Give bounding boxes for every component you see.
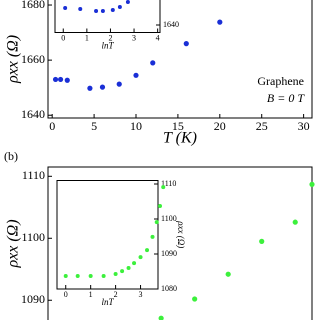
data-point — [150, 60, 156, 66]
y-tick-label: 1660 — [21, 52, 45, 66]
data-point — [75, 274, 80, 279]
data-point — [94, 9, 99, 14]
x-tick-label: 20 — [214, 119, 226, 133]
x-axis-label: lnT — [101, 297, 114, 307]
data-point — [157, 204, 162, 209]
data-point — [101, 274, 106, 279]
data-point — [259, 238, 265, 244]
x-tick-label: 0 — [64, 290, 68, 299]
data-point — [88, 274, 93, 279]
data-point — [52, 76, 59, 83]
data-point — [63, 6, 68, 11]
data-point — [132, 261, 137, 266]
y-tick-label: 1110 — [161, 179, 176, 188]
data-point — [87, 85, 93, 91]
y-axis-label: ρxx (Ω) — [176, 220, 186, 248]
data-point — [292, 219, 298, 225]
x-tick-label: 30 — [298, 119, 310, 133]
x-tick-label: 25 — [256, 119, 268, 133]
data-point — [120, 269, 125, 274]
data-point — [100, 9, 105, 14]
inset-frame — [54, 0, 161, 33]
x-tick-label: 15 — [172, 119, 184, 133]
data-point — [78, 6, 83, 11]
y-axis-label: ρxx (Ω) — [5, 219, 22, 268]
y-tick-label: 1100 — [161, 214, 177, 223]
x-tick-label: 5 — [91, 119, 97, 133]
data-point — [183, 41, 189, 47]
x-tick-label: 4 — [156, 33, 160, 42]
annotation: Graphene — [257, 74, 304, 88]
data-point — [145, 248, 150, 253]
data-point — [192, 296, 198, 302]
x-axis-label: T (K) — [163, 130, 197, 147]
y-tick-label: 1100 — [21, 230, 45, 244]
data-point — [150, 234, 155, 239]
x-tick-label: 3 — [132, 33, 136, 42]
inset-frame — [56, 180, 159, 290]
annotation: B = 0 T — [267, 91, 305, 105]
y-tick-label: 1640 — [163, 20, 179, 29]
x-tick-label: 1 — [85, 33, 89, 42]
data-point — [154, 220, 159, 225]
data-point — [309, 181, 315, 187]
data-point — [217, 19, 223, 25]
data-point — [117, 5, 122, 9]
y-tick-label: 1640 — [21, 107, 45, 121]
y-axis-label: ρxx (Ω) — [5, 35, 22, 84]
x-tick-label: 0 — [61, 33, 65, 42]
x-tick-label: 2 — [108, 33, 112, 42]
data-point — [113, 271, 118, 276]
x-tick-label: 1 — [89, 290, 93, 299]
y-tick-label: 1090 — [161, 249, 177, 258]
y-tick-label: 1680 — [21, 0, 45, 11]
y-tick-label: 1110 — [22, 168, 45, 182]
data-point — [161, 185, 166, 190]
data-point — [99, 84, 106, 90]
x-tick-label: 10 — [130, 119, 142, 133]
data-point — [138, 255, 143, 260]
data-point — [110, 8, 115, 12]
data-point — [133, 72, 139, 78]
x-axis-label: lnT — [101, 41, 114, 51]
x-tick-label: 0 — [49, 119, 55, 133]
data-point — [158, 315, 164, 320]
data-point — [126, 266, 131, 270]
x-tick-label: 2 — [114, 290, 118, 299]
data-point — [64, 77, 70, 83]
data-point — [57, 76, 64, 83]
data-point — [125, 0, 130, 5]
x-tick-label: 3 — [139, 290, 143, 299]
panel-label: (b) — [4, 149, 18, 163]
data-point — [116, 81, 122, 87]
data-point — [63, 274, 68, 279]
y-tick-label: 1090 — [21, 292, 45, 306]
y-tick-label: 1080 — [161, 284, 177, 293]
data-point — [225, 271, 231, 277]
